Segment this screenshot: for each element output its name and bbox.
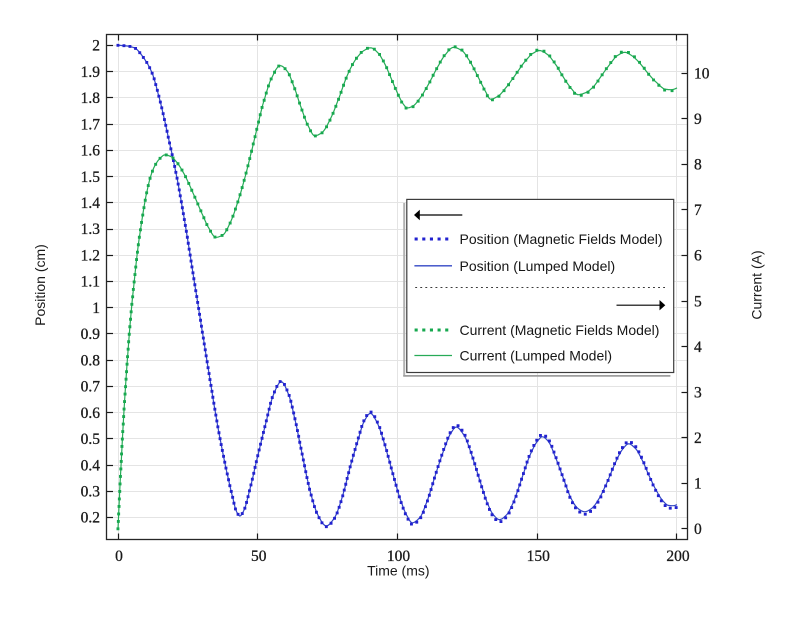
svg-text:Time (ms): Time (ms) [367, 563, 429, 579]
svg-text:1.7: 1.7 [81, 116, 101, 133]
svg-text:0.6: 0.6 [81, 405, 101, 422]
svg-text:6: 6 [694, 248, 702, 265]
svg-text:8: 8 [694, 157, 702, 174]
svg-text:Current (A): Current (A) [748, 250, 764, 319]
svg-text:2: 2 [694, 430, 702, 447]
svg-text:0.5: 0.5 [81, 431, 101, 448]
svg-text:Current (Lumped Model): Current (Lumped Model) [460, 347, 613, 363]
svg-text:1: 1 [694, 476, 702, 493]
svg-text:1.5: 1.5 [81, 169, 101, 186]
svg-text:200: 200 [666, 548, 690, 565]
svg-text:Position (Magnetic Fields Mode: Position (Magnetic Fields Model) [460, 231, 663, 247]
svg-text:1.2: 1.2 [81, 247, 100, 264]
svg-text:4: 4 [694, 339, 702, 356]
svg-text:3: 3 [694, 384, 702, 401]
svg-text:9: 9 [694, 111, 702, 128]
svg-text:1.4: 1.4 [81, 195, 101, 212]
svg-text:1.3: 1.3 [81, 221, 101, 238]
svg-text:0.4: 0.4 [81, 457, 101, 474]
svg-text:1: 1 [92, 300, 100, 317]
svg-text:150: 150 [527, 548, 551, 565]
svg-text:0: 0 [694, 521, 702, 538]
svg-text:0.7: 0.7 [81, 379, 101, 396]
svg-text:0: 0 [115, 548, 123, 565]
svg-text:0.2: 0.2 [81, 510, 100, 527]
svg-text:1.6: 1.6 [81, 143, 101, 160]
svg-text:7: 7 [694, 202, 702, 219]
svg-text:0.3: 0.3 [81, 484, 101, 501]
svg-text:0.8: 0.8 [81, 352, 101, 369]
svg-text:1.1: 1.1 [81, 274, 100, 291]
svg-text:Current (Magnetic Fields Model: Current (Magnetic Fields Model) [460, 322, 660, 338]
svg-text:1.8: 1.8 [81, 90, 101, 107]
svg-text:50: 50 [251, 548, 267, 565]
svg-text:1.9: 1.9 [81, 64, 101, 81]
svg-text:Position (Lumped Model): Position (Lumped Model) [460, 258, 616, 274]
svg-text:10: 10 [694, 66, 710, 83]
svg-text:Position (cm): Position (cm) [32, 244, 48, 326]
svg-text:5: 5 [694, 293, 702, 310]
svg-text:100: 100 [387, 548, 411, 565]
svg-text:2: 2 [92, 38, 100, 55]
svg-text:0.9: 0.9 [81, 326, 101, 343]
